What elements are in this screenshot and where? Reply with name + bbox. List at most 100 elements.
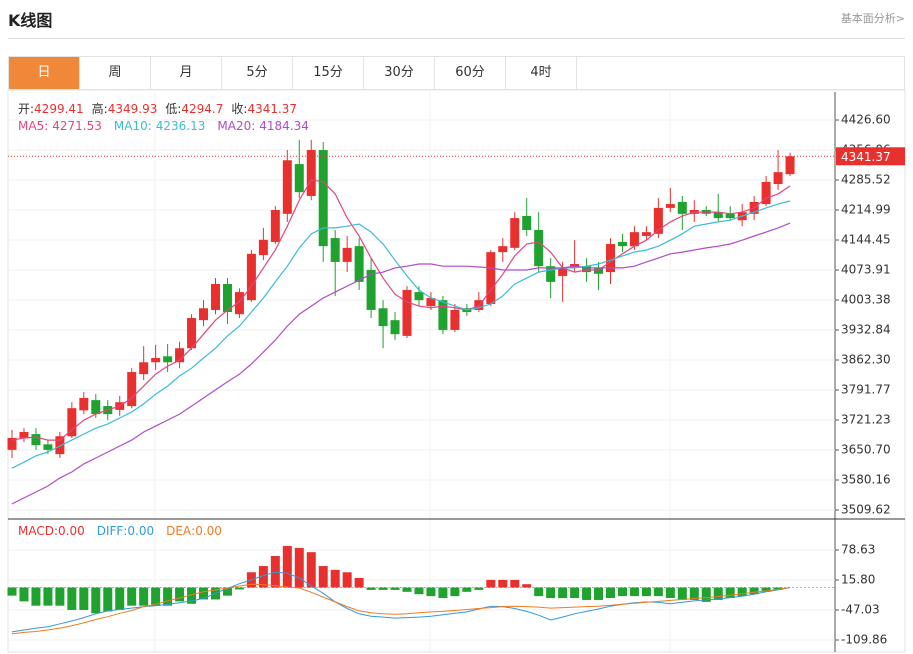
macd-bar	[558, 587, 568, 599]
macd-bar	[402, 587, 412, 592]
macd-bar	[510, 579, 520, 588]
period-tab[interactable]: 4时	[506, 57, 577, 89]
macd-bar	[522, 584, 532, 588]
legend-separator: :	[251, 119, 256, 133]
y-tick-label: 4003.38	[841, 293, 891, 307]
legend-separator: :	[191, 524, 196, 538]
candle-body	[546, 266, 556, 282]
period-tabs: 日周月 5分 15分 30分 60分 4时	[8, 56, 905, 90]
candle-body	[55, 436, 65, 455]
candle-body	[199, 308, 209, 321]
readout-label: 低:	[165, 102, 182, 116]
macd-bar	[689, 587, 699, 600]
legend-value: 4184.34	[259, 119, 309, 133]
candle-body	[354, 246, 364, 282]
macd-bar	[653, 587, 663, 597]
legend-value: 4271.53	[52, 119, 102, 133]
candle-body	[163, 356, 173, 363]
y-tick-label: 3509.62	[841, 502, 891, 516]
y-tick-label: 3932.84	[841, 323, 891, 337]
macd-bar	[773, 587, 783, 590]
macd-bar	[677, 587, 687, 600]
candle-body	[594, 267, 604, 274]
candle-body	[761, 181, 771, 205]
period-tab[interactable]: 60分	[435, 57, 506, 89]
fundamental-link[interactable]: 基本面分析>	[840, 12, 905, 25]
macd-bar	[103, 587, 113, 612]
readout-value: 4349.93	[107, 102, 158, 116]
y-tick-label: 4285.52	[841, 173, 891, 187]
y-tick-label: 3580.16	[841, 472, 891, 486]
candle-body	[282, 160, 292, 214]
candle-body	[653, 207, 663, 234]
candle-body	[629, 232, 639, 247]
period-tab[interactable]: 周	[80, 57, 151, 89]
legend-value: 0.00	[58, 524, 85, 538]
candle-body	[617, 241, 627, 247]
macd-bar	[498, 579, 508, 588]
macd-bar	[31, 587, 41, 606]
ohlc-readout: 开:4299.41 高:4349.93 低:4294.7 收:4341.37	[18, 100, 305, 117]
legend-value: 4236.13	[155, 119, 206, 133]
candle-body	[606, 244, 615, 273]
y-tick-label: 3721.23	[841, 413, 891, 427]
macd-bar	[761, 587, 771, 592]
candle-body	[510, 218, 520, 248]
macd-bar	[438, 587, 448, 599]
macd-bar	[175, 587, 185, 602]
macd-bar	[199, 587, 209, 600]
macd-bar	[665, 587, 675, 599]
macd-bar	[366, 587, 376, 590]
chart-frame	[7, 89, 906, 653]
legend-value: 0.00	[195, 524, 222, 538]
candle-body	[270, 210, 280, 242]
readout-label: 收:	[231, 102, 248, 116]
period-tab[interactable]: 30分	[364, 57, 435, 89]
candle-body	[210, 284, 220, 310]
legend-name: DEA	[166, 524, 192, 538]
candle-body	[558, 267, 568, 276]
period-tab[interactable]: 5分	[222, 57, 293, 89]
candle-body	[187, 318, 197, 349]
price-tag	[836, 147, 905, 166]
period-tab[interactable]: 日	[9, 57, 80, 89]
candle-body	[330, 238, 340, 262]
price-tag-label: 4341.37	[841, 150, 891, 164]
macd-legend: MACD:0.00 DIFF:0.00 DEA:0.00	[18, 524, 234, 538]
readout-value: 4341.37	[247, 102, 298, 116]
macd-bar	[234, 587, 244, 590]
macd-bar	[582, 587, 592, 600]
candle-body	[31, 434, 41, 446]
period-tab[interactable]: 月	[151, 57, 222, 89]
candle-body	[713, 212, 723, 219]
candle-body	[151, 358, 161, 363]
y-tick-label: -47.03	[841, 602, 880, 616]
candle-body	[366, 269, 376, 310]
macd-bar	[546, 587, 556, 599]
legend-value: 0.00	[127, 524, 155, 538]
candle-body	[234, 292, 244, 315]
candle-body	[402, 289, 412, 336]
period-tab[interactable]: 15分	[293, 57, 364, 89]
macd-bar	[486, 579, 496, 588]
macd-bar	[151, 587, 161, 606]
legend-name: MACD	[18, 524, 54, 538]
macd-bar	[617, 587, 627, 597]
candle-body	[450, 309, 460, 330]
candle-body	[258, 239, 268, 256]
macd-bar	[306, 552, 316, 588]
macd-bar	[450, 587, 460, 597]
macd-bar	[282, 545, 292, 588]
candle-body	[222, 284, 232, 313]
macd-bar	[737, 587, 747, 597]
candle-body	[378, 308, 388, 327]
candle-body	[43, 444, 53, 450]
candle-body	[773, 172, 783, 185]
macd-bar	[725, 587, 735, 599]
page-title: K线图	[8, 11, 53, 30]
macd-bar	[462, 587, 472, 592]
legend-name: MA20	[217, 119, 252, 133]
candle-body	[91, 400, 101, 415]
y-tick-label: 15.80	[841, 572, 875, 586]
